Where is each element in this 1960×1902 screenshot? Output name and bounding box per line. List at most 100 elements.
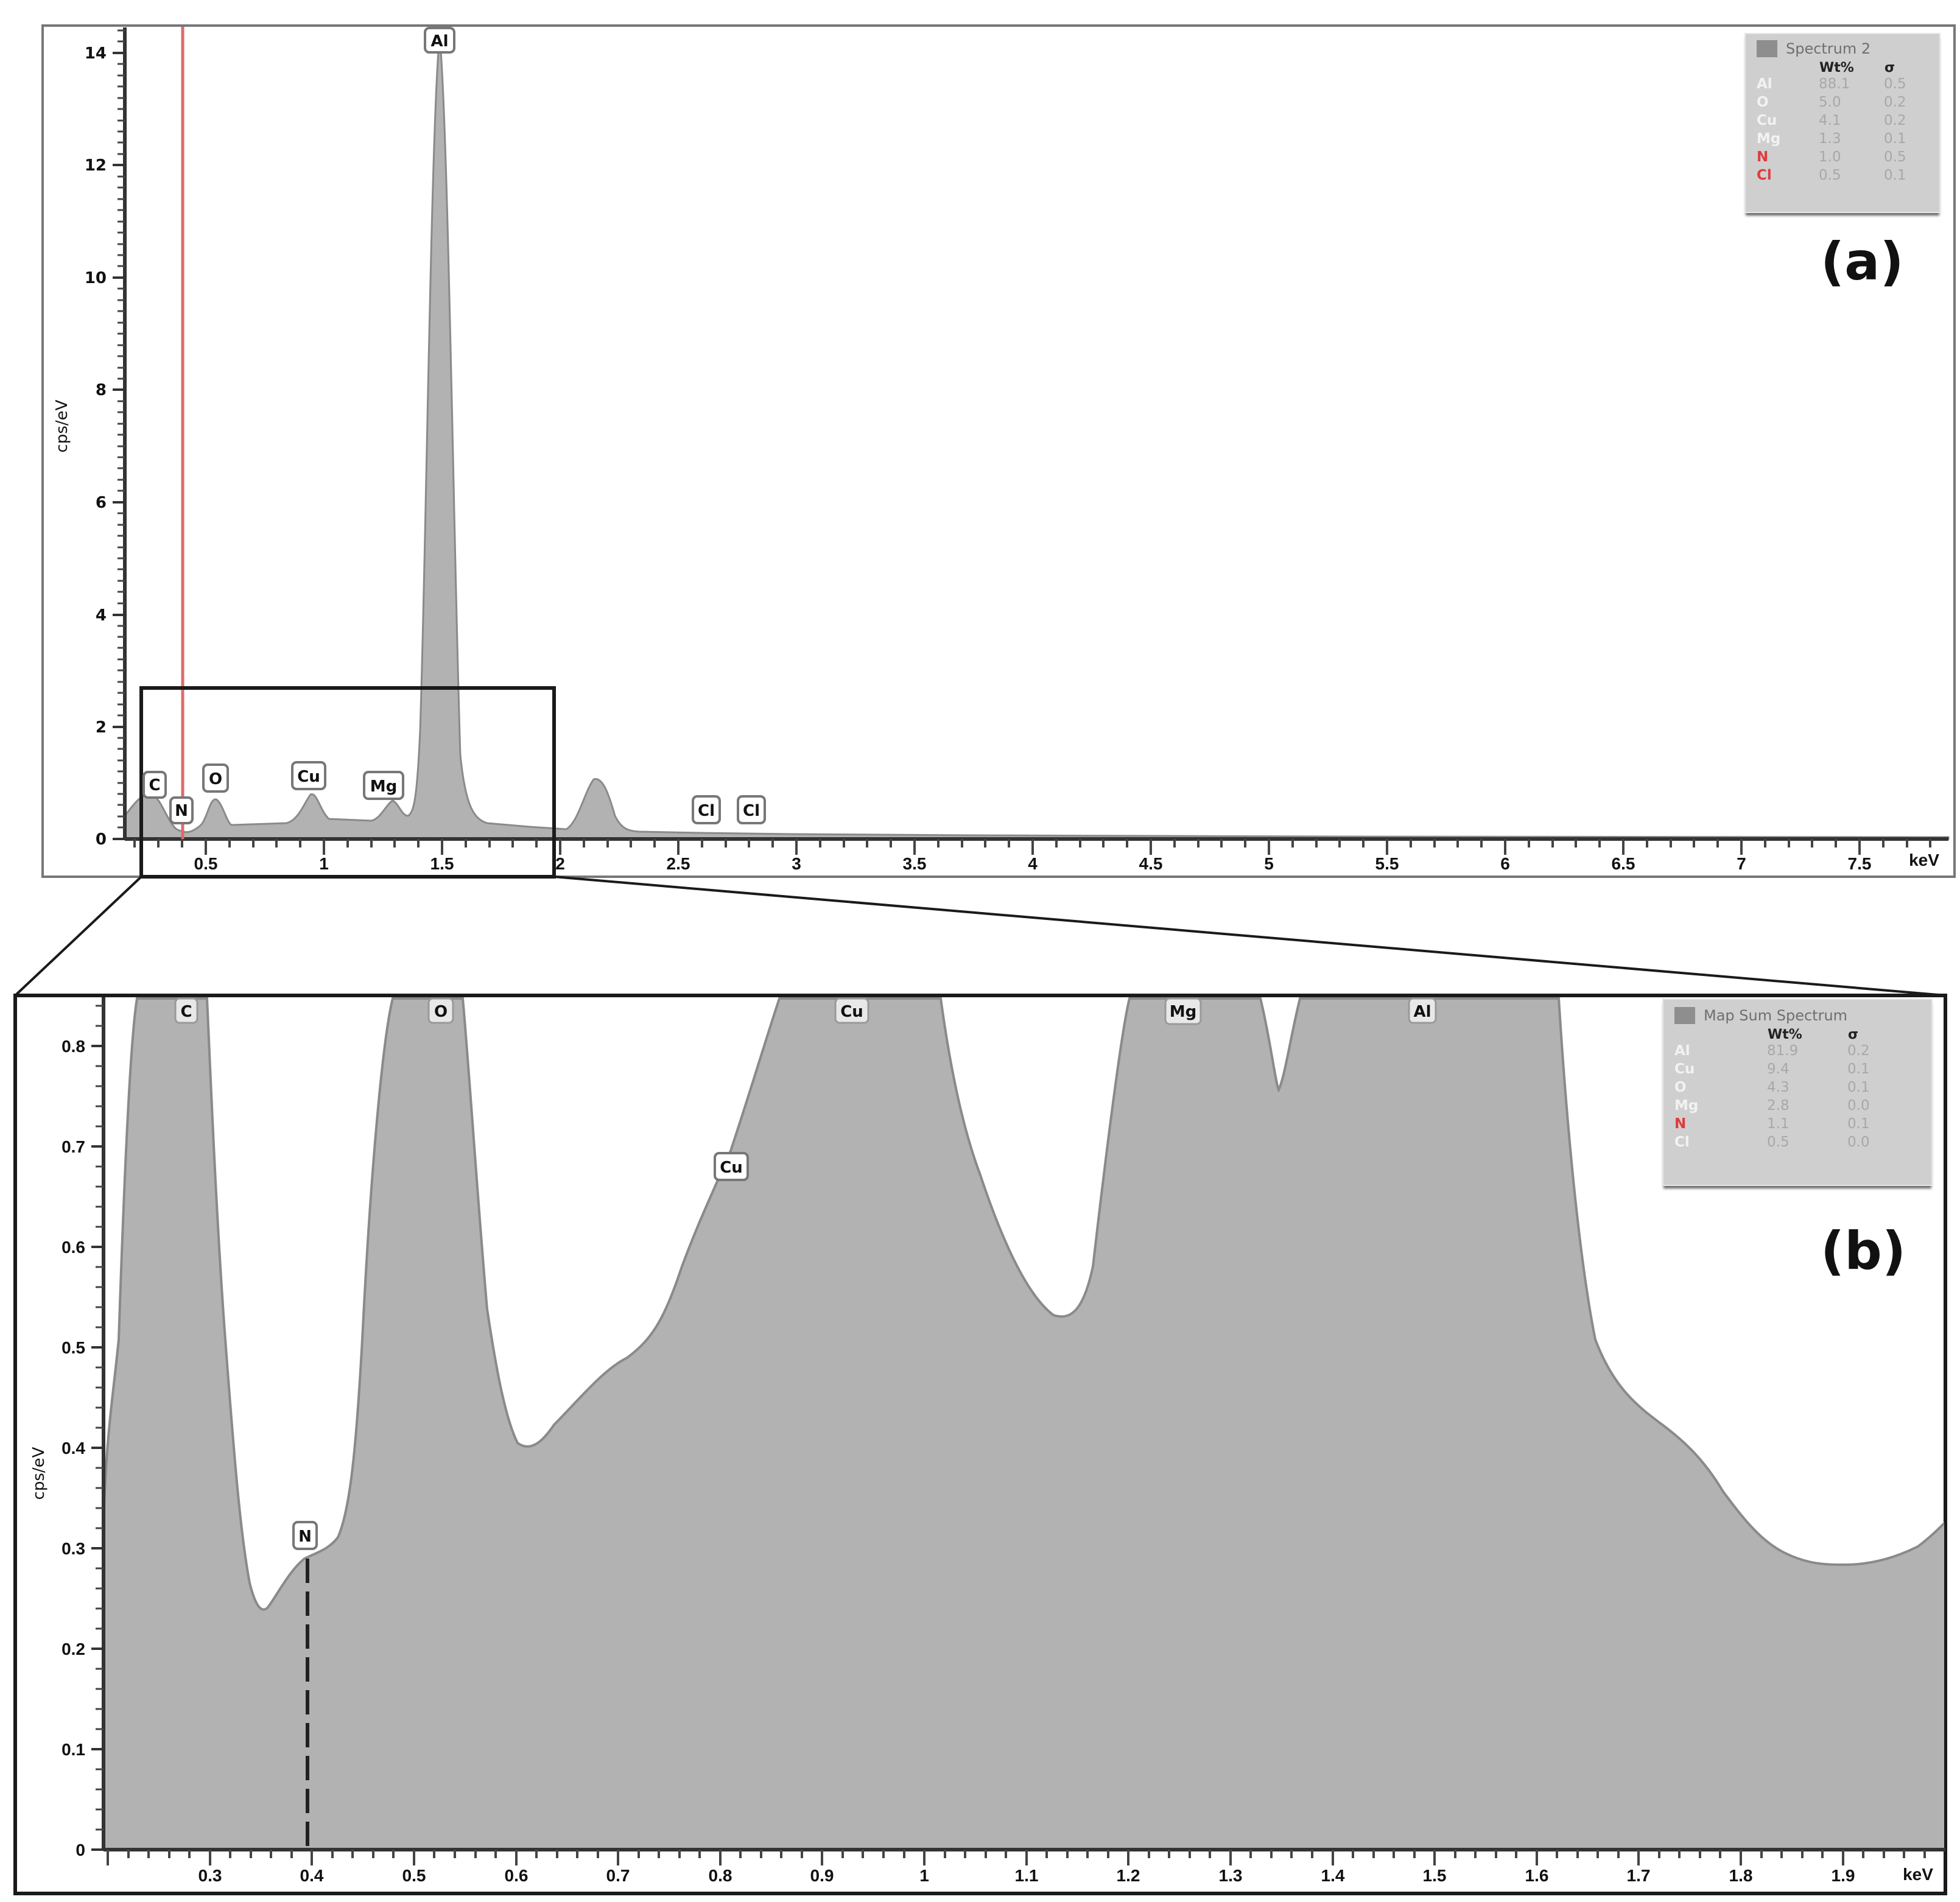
a-ytick-6: 6 [96,494,107,512]
a-xtick: 2 [555,854,565,873]
legend-map-sum-spectrum: Map Sum Spectrum Wt% σ Al 81.9 0.2 Cu 9.4 0.1… [1662,998,1933,1186]
a-xtick: 3 [792,854,801,873]
b-xtick: 1.9 [1832,1866,1855,1885]
peak-label-al: Al [424,27,455,54]
peak-label-o: O [202,763,229,793]
svg-text:Cl: Cl [698,802,715,820]
peak-label-c: C [142,771,167,799]
a-ytick-0: 0 [96,830,107,849]
col-wt: Wt% [1819,60,1854,75]
b-ytick: 0 [76,1841,85,1859]
svg-text:Cu: Cu [720,1159,743,1177]
b-ytick: 0.5 [61,1338,85,1357]
svg-text:Al: Al [430,32,448,51]
a-xtick: 6.5 [1612,854,1635,873]
legend-row: Al 81.9 0.2 [1674,1043,1870,1059]
b-ytick: 0.1 [61,1740,85,1759]
a-xtick: 0.5 [194,854,218,873]
legend-title: Spectrum 2 [1786,40,1871,57]
spectrum-a-area [124,36,1950,840]
svg-text:Cu: Cu [840,1003,863,1021]
b-xtick: 1.7 [1627,1866,1651,1885]
legend-row: Cu 4.1 0.2 [1757,113,1906,128]
svg-text:Al: Al [1413,1003,1431,1021]
col-wt: Wt% [1768,1027,1802,1042]
a-xtick: 5 [1264,854,1274,873]
b-xunit: keV [1903,1865,1933,1884]
a-xtick: 1 [319,854,329,873]
b-xtick: 1.8 [1729,1866,1753,1885]
legend-table: Wt% σ Al 81.9 0.2 Cu 9.4 0.1 O 4.3 0.1 Mg 2.8 0.0… [1674,1026,1920,1153]
a-ytick-4: 4 [96,606,107,625]
svg-text:O: O [209,770,222,788]
legend-row: O 4.3 0.1 [1674,1079,1870,1095]
b-xtick: 1.1 [1015,1866,1039,1885]
peak-label-n: N [169,796,194,824]
a-xtick: 7 [1737,854,1746,873]
b-xtick: 1.5 [1423,1866,1447,1885]
zoom-indicator [14,686,1946,997]
peak-label-al: Al [1408,997,1437,1024]
legend-row: Cl 0.5 0.1 [1757,167,1906,183]
b-xtick: 0.7 [606,1866,630,1885]
a-xtick: 3.5 [903,854,927,873]
legend-swatch [1757,40,1777,57]
peak-label-cu: Cu [291,761,326,790]
panel-b [13,994,1947,1895]
b-xtick: 0.8 [709,1866,732,1885]
a-ytick-12: 12 [85,156,107,175]
a-ytick-8: 8 [96,381,107,399]
legend-title: Map Sum Spectrum [1704,1007,1848,1024]
b-xtick: 0.3 [198,1866,222,1885]
b-ytick: 0.3 [61,1539,85,1558]
a-xtick: 4.5 [1139,854,1163,873]
b-ytick: 0.4 [61,1439,85,1458]
a-xtick: 5.5 [1375,854,1399,873]
legend-spectrum-2: Spectrum 2 Wt% σ Al 88.1 0.5 O 5.0 0.2 Cu 4.1 0… [1744,33,1941,213]
spectrum-b-area [104,997,1944,1850]
b-xtick: 0.4 [300,1866,324,1885]
a-ytick-14: 14 [85,44,107,63]
b-xtick: 0.9 [810,1866,834,1885]
legend-row: Mg 1.3 0.1 [1757,131,1906,147]
svg-text:Mg: Mg [370,777,397,796]
panel-label-a: (a) [1821,231,1904,292]
legend-row: Mg 2.8 0.0 [1674,1098,1870,1114]
col-sigma: σ [1884,60,1895,75]
a-ylabel: cps/eV [53,399,71,452]
a-xtick: 4 [1028,854,1038,873]
a-xtick: 7.5 [1848,854,1872,873]
peak-label-cu: Cu [834,997,869,1024]
b-xtick: 1.2 [1117,1866,1140,1885]
svg-text:O: O [434,1003,448,1021]
peak-label-mg: Mg [1164,997,1202,1025]
panel-a [41,24,1956,878]
b-xtick: 0.6 [505,1866,529,1885]
svg-text:C: C [180,1003,192,1021]
legend-row: Cu 9.4 0.1 [1674,1061,1870,1077]
svg-text:C: C [149,776,160,795]
a-xunit: keV [1909,851,1939,869]
peak-label-o: O [427,997,454,1024]
legend-row: Al 88.1 0.5 [1757,76,1906,92]
svg-text:N: N [298,1528,312,1546]
col-sigma: σ [1848,1027,1859,1042]
peak-label-c: C [174,997,198,1024]
b-ytick: 0.2 [61,1640,85,1658]
svg-text:Mg: Mg [1170,1003,1196,1021]
b-ytick: 0.7 [61,1137,85,1156]
peak-label-mg: Mg [363,771,404,800]
a-ytick-10: 10 [85,269,107,287]
a-xtick: 2.5 [667,854,690,873]
svg-text:Cl: Cl [743,802,760,820]
b-ytick: 0.6 [61,1238,85,1257]
b-xtick: 1.4 [1321,1866,1345,1885]
legend-row: O 5.0 0.2 [1757,94,1906,110]
b-ytick: 0.8 [61,1037,85,1056]
svg-text:Cu: Cu [297,768,320,786]
peak-label-cl: Cl [692,795,721,824]
b-xtick: 0.5 [402,1866,426,1885]
a-xtick: 1.5 [430,854,454,873]
b-xtick: 1.3 [1219,1866,1243,1885]
